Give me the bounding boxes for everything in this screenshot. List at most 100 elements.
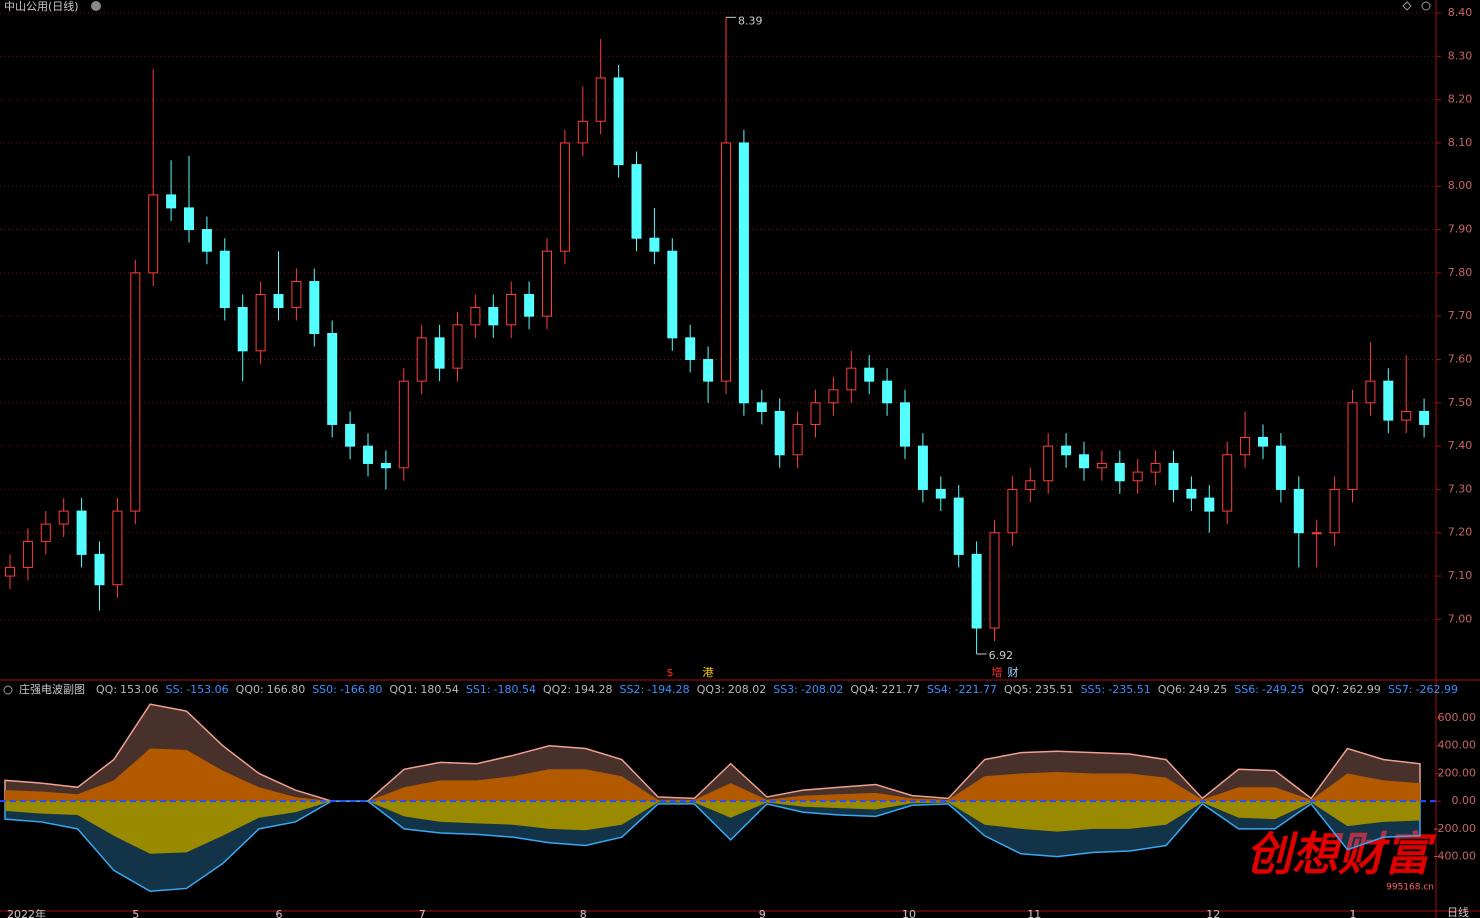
indicator-menu[interactable] (3, 685, 13, 695)
max-label: 8.39 (738, 14, 763, 27)
x-tick-label: 5 (132, 908, 139, 918)
candle-body (1043, 445, 1054, 482)
readout-value: -180.54 (494, 683, 536, 696)
x-tick-label: 8 (580, 908, 587, 918)
readout-name: QQ0: (236, 683, 264, 696)
candle-body (971, 553, 982, 629)
candle-body (1401, 410, 1412, 421)
y-tick-label: 8.20 (1448, 93, 1473, 106)
candle-body (40, 523, 51, 542)
readout-name: SS1: (466, 683, 491, 696)
candle-body (58, 510, 69, 525)
window-icon[interactable] (1421, 1, 1431, 11)
candle-body (166, 194, 177, 209)
candle-body (416, 337, 427, 382)
candle-body (1096, 462, 1107, 469)
candle-body (685, 337, 696, 360)
candle-body (1168, 462, 1179, 490)
candle-body (1329, 488, 1340, 534)
candle-body (470, 307, 481, 326)
readout-name: QQ1: (389, 683, 417, 696)
candle-body (488, 307, 499, 326)
readout-value: 221.77 (881, 683, 920, 696)
candle-body (255, 294, 266, 352)
readout-value: -249.25 (1262, 683, 1304, 696)
y-tick-label: 8.30 (1448, 49, 1473, 62)
candle-body (882, 380, 893, 404)
readout-name: QQ5: (1004, 683, 1032, 696)
signal-marker: 港 (703, 666, 714, 679)
signal-marker: 增 (992, 665, 1003, 679)
readout-value: -235.51 (1108, 683, 1150, 696)
candle-body (363, 445, 373, 464)
readout-value: -208.02 (801, 683, 843, 696)
readout-name: QQ3: (697, 683, 725, 696)
candle-body (94, 553, 105, 586)
signal-marker: 财 (1008, 665, 1019, 679)
candle-body (846, 367, 857, 391)
readout-value: 180.54 (420, 683, 459, 696)
candle-body (1365, 380, 1376, 404)
candle-body (1150, 462, 1161, 473)
candle-body (935, 488, 946, 499)
candle-body (864, 367, 875, 382)
candle-body (434, 337, 445, 369)
candle-body (738, 142, 749, 404)
readout-value: -153.06 (186, 683, 228, 696)
candle-body (810, 402, 821, 425)
candle-body (900, 402, 910, 447)
readout-name: SS4: (927, 683, 952, 696)
readout-name: QQ7: (1311, 683, 1339, 696)
readout-name: SS2: (620, 683, 645, 696)
y-tick-label: 7.40 (1448, 439, 1473, 452)
candle-body (1347, 402, 1358, 490)
candle-body (1079, 454, 1089, 469)
readout-value: -194.28 (647, 683, 689, 696)
candle-body (828, 389, 839, 404)
candle-body (989, 532, 1000, 629)
chart-title: 中山公用(日线) (4, 0, 79, 13)
candle-body (524, 294, 535, 317)
min-label: 6.92 (989, 649, 1014, 662)
period-label: 日线 (1447, 905, 1469, 918)
candle-body (721, 142, 731, 382)
candle-body (148, 194, 159, 274)
candle-body (380, 462, 391, 469)
title-menu[interactable] (91, 1, 101, 11)
readout-name: SS: (166, 683, 184, 696)
candle-body (703, 358, 714, 382)
y-tick-label: 8.00 (1448, 179, 1473, 192)
y-tick-label: 600.00 (1438, 711, 1477, 724)
candle-body (1114, 462, 1125, 482)
candle-body (613, 77, 624, 166)
y-tick-label: 7.00 (1448, 612, 1473, 625)
readout-value: 235.51 (1035, 683, 1074, 696)
candle-body (219, 250, 230, 309)
candle-body (1061, 445, 1072, 456)
candle-body (774, 410, 785, 456)
readout-value: 208.02 (728, 683, 767, 696)
candle-body (1025, 480, 1036, 490)
candle-body (1311, 532, 1322, 535)
readout-name: SS6: (1234, 683, 1259, 696)
candle-body (577, 120, 588, 144)
candle-body (917, 445, 928, 490)
readout-name: QQ: (96, 683, 117, 696)
readout-value: 262.99 (1342, 683, 1381, 696)
candle-body (756, 402, 767, 412)
y-tick-label: 7.80 (1448, 266, 1473, 279)
candle-body (327, 333, 338, 425)
readout-name: SS5: (1081, 683, 1106, 696)
candle-body (309, 281, 320, 335)
readout-name: QQ2: (543, 683, 571, 696)
window-icon[interactable] (1402, 1, 1412, 11)
y-tick-label: 7.60 (1448, 352, 1473, 365)
readout-name: QQ4: (850, 683, 878, 696)
candle-body (506, 294, 517, 326)
candle-body (345, 423, 356, 447)
y-tick-label: 400.00 (1438, 739, 1477, 752)
readout-name: SS3: (773, 683, 798, 696)
readout-value: -166.80 (340, 683, 382, 696)
y-tick-label: 7.30 (1448, 482, 1473, 495)
